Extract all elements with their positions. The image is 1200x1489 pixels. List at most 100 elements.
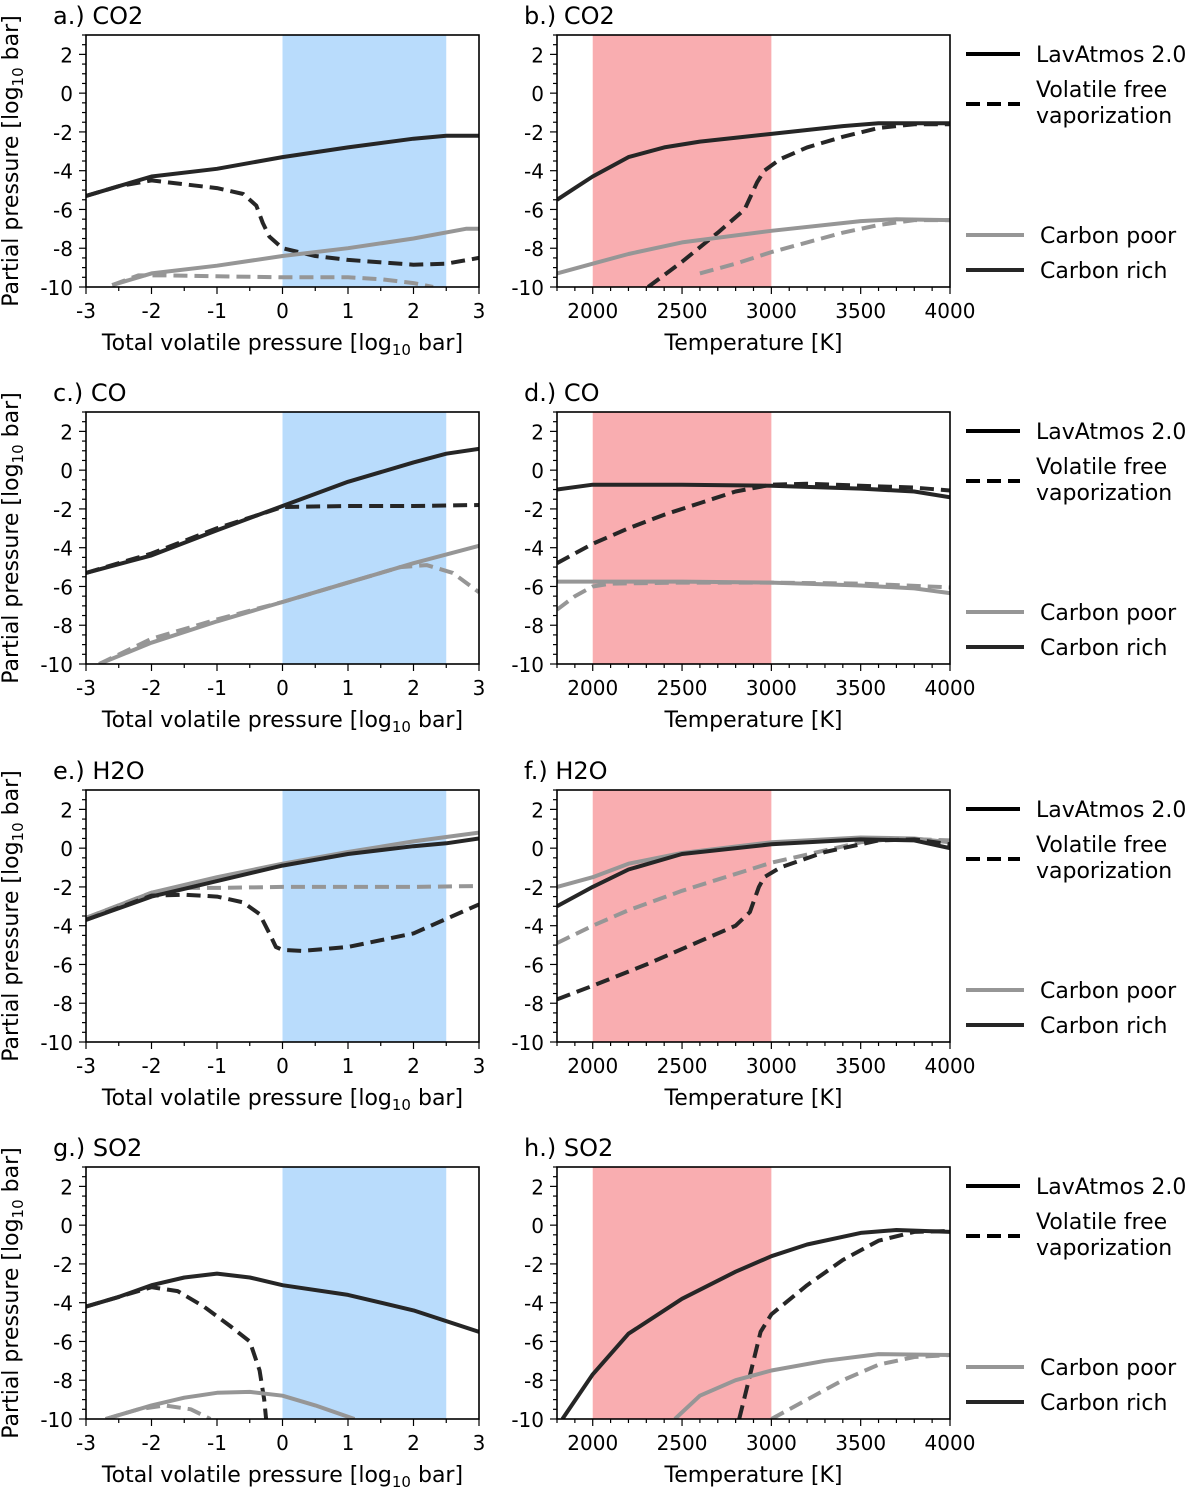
legend-label-carbon-poor: Carbon poor bbox=[1040, 979, 1177, 1004]
y-tick-label: -8 bbox=[524, 1369, 544, 1393]
x-axis-label-tail: bar] bbox=[411, 708, 463, 733]
x-axis-label-main: Total volatile pressure [log bbox=[101, 331, 392, 356]
x-tick-label: 2 bbox=[407, 1054, 420, 1078]
pressure-band bbox=[282, 790, 447, 1042]
y-tick-label: -8 bbox=[53, 237, 73, 261]
legend-label-carbon-poor: Carbon poor bbox=[1040, 224, 1177, 249]
y-axis-label-tail: bar] bbox=[0, 392, 24, 444]
plot-area bbox=[86, 446, 479, 664]
x-tick-label: -2 bbox=[142, 299, 162, 323]
y-tick-label: -2 bbox=[53, 1253, 73, 1277]
x-tick-label: 4000 bbox=[925, 299, 976, 323]
x-axis-label-sub: 10 bbox=[392, 1096, 411, 1114]
y-tick-label: -4 bbox=[524, 160, 544, 184]
panel-title: f.) H2O bbox=[524, 757, 608, 785]
y-axis-label-tail: bar] bbox=[0, 770, 24, 822]
series-line-carbon-poor-solid bbox=[105, 1389, 356, 1419]
y-tick-label: 0 bbox=[531, 837, 544, 861]
y-tick-label: -6 bbox=[53, 575, 73, 599]
x-tick-label: 3000 bbox=[746, 676, 797, 700]
y-tick-label: -2 bbox=[524, 498, 544, 522]
x-axis-label-sub: 10 bbox=[392, 1473, 411, 1489]
legend-label-carbon-poor: Carbon poor bbox=[1040, 1356, 1177, 1381]
x-axis-label: Total volatile pressure [log10 bar] bbox=[101, 708, 463, 736]
x-tick-label: 2 bbox=[407, 1431, 420, 1455]
x-tick-label: 2500 bbox=[657, 1054, 708, 1078]
x-tick-label: 0 bbox=[276, 299, 289, 323]
x-tick-label: 3000 bbox=[746, 1054, 797, 1078]
legend-label-volatile-free: Volatile free bbox=[1036, 78, 1167, 103]
y-tick-label: -2 bbox=[53, 121, 73, 145]
x-axis-label: Total volatile pressure [log10 bar] bbox=[101, 1086, 463, 1114]
y-tick-label: -10 bbox=[511, 276, 544, 300]
y-tick-label: 0 bbox=[531, 82, 544, 106]
plot-area bbox=[557, 835, 950, 1002]
y-tick-label: 2 bbox=[60, 420, 73, 444]
x-tick-label: 2000 bbox=[567, 299, 618, 323]
x-axis-label-sub: 10 bbox=[392, 718, 411, 736]
y-tick-label: 2 bbox=[531, 43, 544, 67]
x-axis-label-main: Total volatile pressure [log bbox=[101, 708, 392, 733]
panel-title: b.) CO2 bbox=[524, 2, 615, 30]
x-tick-label: 1 bbox=[342, 299, 355, 323]
series-line-carbon-rich-dashed bbox=[86, 503, 479, 575]
temperature-band bbox=[592, 790, 772, 1042]
legend-label-lavatmos: LavAtmos 2.0 bbox=[1036, 1175, 1186, 1200]
y-axis-label-sub: 10 bbox=[9, 67, 27, 86]
legend-label-carbon-poor: Carbon poor bbox=[1040, 601, 1177, 626]
panel-b: -10 -8 -6 -4 -2 0 2 2000 2500 3000 3500 4000 b.) CO2… bbox=[511, 2, 975, 356]
y-tick-label: 2 bbox=[531, 420, 544, 444]
plot-area bbox=[86, 830, 479, 953]
x-axis-label: Temperature [K] bbox=[664, 1086, 843, 1111]
y-tick-label: -2 bbox=[524, 121, 544, 145]
x-axis-label: Total volatile pressure [log10 bar] bbox=[101, 331, 463, 359]
y-tick-label: -4 bbox=[53, 537, 73, 561]
x-axis-label-tail: bar] bbox=[411, 1463, 463, 1488]
y-tick-label: 0 bbox=[60, 837, 73, 861]
series-line-carbon-rich-solid bbox=[557, 482, 950, 500]
y-tick-label: -2 bbox=[53, 498, 73, 522]
y-tick-label: -2 bbox=[524, 1253, 544, 1277]
y-axis-label-main: Partial pressure [log bbox=[0, 1218, 24, 1438]
y-axis-label: Partial pressure [log10 bar] bbox=[0, 15, 27, 306]
y-tick-label: -2 bbox=[524, 876, 544, 900]
y-tick-label: -4 bbox=[53, 160, 73, 184]
y-tick-label: 0 bbox=[531, 1214, 544, 1238]
plot-area bbox=[557, 481, 950, 612]
y-tick-label: -4 bbox=[524, 915, 544, 939]
legend-label-carbon-rich: Carbon rich bbox=[1040, 636, 1167, 661]
series-line-carbon-poor-dashed bbox=[98, 563, 479, 664]
series-line-carbon-rich-solid bbox=[560, 1228, 950, 1419]
series-line-carbon-poor-solid bbox=[673, 1352, 950, 1419]
y-tick-label: -10 bbox=[40, 276, 73, 300]
y-tick-label: 2 bbox=[531, 1175, 544, 1199]
plot-area bbox=[86, 1271, 479, 1419]
x-axis-label-sub: 10 bbox=[392, 341, 411, 359]
y-tick-label: -4 bbox=[53, 915, 73, 939]
temperature-band bbox=[592, 1167, 772, 1419]
legend-label-vaporization: vaporization bbox=[1036, 481, 1172, 506]
x-axis-label-tail: bar] bbox=[411, 1086, 463, 1111]
panel-f: -10 -8 -6 -4 -2 0 2 2000 2500 3000 3500 4000 f.) H2O… bbox=[511, 757, 975, 1111]
series-line-carbon-rich-dashed bbox=[646, 122, 950, 287]
x-tick-label: 3500 bbox=[835, 1054, 886, 1078]
x-tick-label: 2000 bbox=[567, 1431, 618, 1455]
series-line-carbon-poor-dashed bbox=[557, 580, 950, 612]
series-line-carbon-poor-solid bbox=[111, 226, 479, 287]
y-tick-label: -2 bbox=[53, 876, 73, 900]
y-axis-label-sub: 10 bbox=[9, 822, 27, 841]
legend-label-vaporization: vaporization bbox=[1036, 104, 1172, 129]
legend-label-volatile-free: Volatile free bbox=[1036, 1210, 1167, 1235]
x-axis-label: Total volatile pressure [log10 bar] bbox=[101, 1463, 463, 1489]
plot-area bbox=[557, 121, 950, 287]
legend-label-lavatmos: LavAtmos 2.0 bbox=[1036, 420, 1186, 445]
x-tick-label: 3500 bbox=[835, 299, 886, 323]
y-axis-label-tail: bar] bbox=[0, 15, 24, 67]
y-tick-label: 0 bbox=[60, 1214, 73, 1238]
y-tick-label: 2 bbox=[60, 1175, 73, 1199]
series-line-carbon-rich-solid bbox=[86, 446, 479, 575]
series-line-carbon-rich-solid bbox=[557, 121, 950, 202]
series-line-carbon-rich-solid bbox=[557, 837, 950, 909]
